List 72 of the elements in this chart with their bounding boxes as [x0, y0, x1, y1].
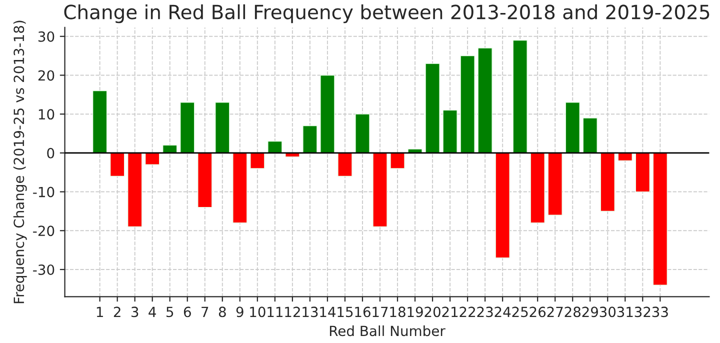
- x-tick-label: 9: [236, 306, 244, 318]
- bar: [320, 74, 335, 154]
- y-tick-label: 10: [38, 109, 54, 120]
- bar: [530, 152, 545, 224]
- x-tick-label: 2: [114, 306, 120, 317]
- x-tick-label: 7: [202, 306, 208, 317]
- bar: [372, 152, 388, 228]
- x-tick-label: 27: [547, 306, 563, 317]
- bar: [425, 63, 440, 154]
- x-tick-label: 33: [652, 306, 668, 318]
- x-tick-label: 26: [530, 306, 546, 318]
- bar: [460, 55, 475, 154]
- x-tick-label: 32: [634, 306, 650, 318]
- bar: [390, 152, 405, 169]
- bar: [110, 152, 125, 177]
- bar: [495, 152, 510, 258]
- x-tick-label: 8: [218, 306, 226, 318]
- bar: [635, 152, 650, 192]
- bar: [92, 90, 108, 154]
- bar: [565, 102, 580, 154]
- bar: [198, 152, 212, 208]
- y-tick-label: -10: [33, 186, 54, 198]
- x-tick-label: 22: [460, 306, 475, 317]
- x-tick-label: 4: [148, 306, 156, 317]
- bar: [355, 114, 370, 154]
- bar: [180, 102, 195, 154]
- x-tick-label: 13: [302, 306, 318, 318]
- x-tick-label: 10: [250, 306, 266, 318]
- x-tick-label: 28: [564, 306, 580, 318]
- bar: [232, 152, 248, 224]
- x-tick-label: 14: [320, 306, 336, 317]
- bar: [652, 152, 668, 286]
- x-tick-label: 16: [355, 306, 370, 318]
- x-tick-label: 1: [96, 306, 103, 317]
- x-tick-label: 24: [494, 306, 511, 317]
- bar: [582, 118, 598, 154]
- bar: [600, 152, 615, 212]
- x-tick-label: 17: [372, 306, 388, 317]
- y-tick-label: 20: [38, 70, 54, 81]
- chart-title: Change in Red Ball Frequency between 2013-2018 and 2019-2025: [64, 4, 710, 24]
- bar: [548, 152, 562, 216]
- y-axis-title: Frequency Change (2019-25 vs 2013-18): [13, 20, 27, 304]
- y-tick-label: -30: [33, 264, 54, 275]
- x-tick-label: 12: [285, 306, 300, 317]
- x-tick-label: 20: [424, 306, 440, 318]
- bar: [215, 102, 230, 154]
- x-tick-label: 19: [408, 306, 423, 318]
- bar: [268, 140, 282, 154]
- x-tick-label: 15: [338, 306, 353, 318]
- bar: [512, 40, 528, 154]
- bar: [338, 152, 352, 177]
- bar: [145, 152, 160, 165]
- y-tick-label: 0: [47, 148, 54, 158]
- x-tick-label: 11: [268, 306, 282, 317]
- bar: [302, 125, 318, 154]
- x-tick-label: 6: [184, 306, 191, 318]
- x-tick-label: 18: [390, 306, 406, 318]
- bar: [442, 110, 458, 154]
- bar: [127, 152, 142, 228]
- bar: [250, 152, 265, 169]
- x-tick-label: 23: [477, 306, 493, 318]
- x-tick-label: 3: [131, 306, 138, 318]
- x-tick-label: 30: [600, 306, 616, 318]
- x-axis-title: Red Ball Number: [330, 325, 446, 336]
- y-tick-label: -20: [33, 226, 54, 236]
- x-tick-label: 5: [166, 306, 174, 318]
- x-tick-label: 25: [512, 306, 528, 318]
- x-tick-label: 21: [442, 306, 458, 317]
- y-tick-label: 30: [38, 31, 54, 42]
- x-tick-label: 31: [617, 306, 633, 318]
- bar: [478, 48, 492, 154]
- x-tick-label: 29: [582, 306, 598, 318]
